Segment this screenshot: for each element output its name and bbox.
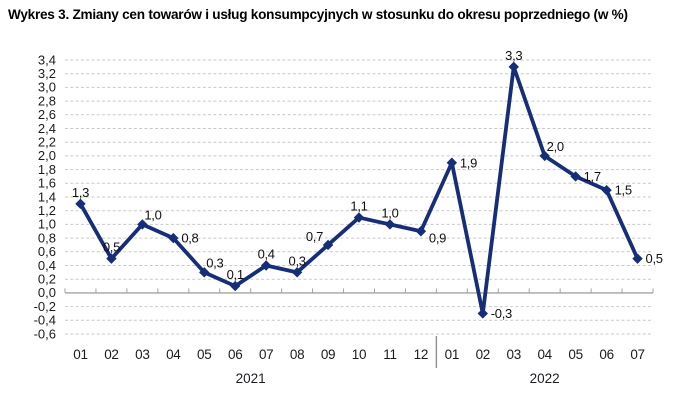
x-tick-label: 10 <box>352 347 366 362</box>
x-tick-label: 04 <box>537 347 552 362</box>
x-tick-label: 06 <box>599 347 613 362</box>
data-point-marker <box>75 198 86 210</box>
y-tick-label: 2,6 <box>38 107 56 122</box>
y-tick-label: 2,4 <box>38 121 56 136</box>
data-point-label: 0,7 <box>306 229 323 244</box>
data-point-marker <box>384 219 396 230</box>
data-point-label: 0,8 <box>181 231 198 246</box>
x-tick-label: 01 <box>73 347 87 362</box>
x-tick-label: 07 <box>630 347 644 362</box>
y-tick-label: 2,2 <box>38 135 56 150</box>
data-point-label: 0,4 <box>258 247 275 262</box>
y-tick-label: 0,4 <box>38 258 56 273</box>
data-point-marker <box>601 184 612 196</box>
x-tick-label: 09 <box>321 347 335 362</box>
y-tick-label: 2,8 <box>38 93 56 108</box>
data-point-marker <box>353 212 365 223</box>
x-tick-label: 02 <box>104 347 118 362</box>
year-label: 2021 <box>236 371 266 386</box>
x-tick-label: 02 <box>476 347 490 362</box>
data-point-marker <box>106 253 117 264</box>
y-tick-label: -0,2 <box>34 299 56 314</box>
y-tick-label: 0,6 <box>38 244 56 259</box>
x-tick-label: 03 <box>135 347 149 362</box>
series-line <box>78 64 640 316</box>
data-point-label: 1,0 <box>144 207 161 222</box>
data-point-marker <box>570 171 581 182</box>
data-point-marker <box>199 267 210 278</box>
y-tick-label: 3,0 <box>38 80 56 95</box>
data-point-label: 1,1 <box>350 199 367 214</box>
data-point-label: 3,3 <box>505 48 522 63</box>
data-point-marker <box>137 219 148 230</box>
x-tick-label: 12 <box>414 347 428 362</box>
x-tick-label: 05 <box>568 347 582 362</box>
data-point-label: 0,5 <box>646 251 663 266</box>
y-tick-label: 1,0 <box>38 217 56 232</box>
data-point-marker <box>260 260 272 271</box>
data-point-marker <box>230 280 241 292</box>
y-tick-label: 1,2 <box>38 203 56 218</box>
x-tick-label: 04 <box>166 347 181 362</box>
x-tick-label: 07 <box>259 347 273 362</box>
data-point-label: 0,1 <box>227 267 244 282</box>
data-point-label: 0,3 <box>289 253 306 268</box>
y-tick-label: 1,4 <box>38 189 56 204</box>
y-tick-label: 3,4 <box>38 52 56 67</box>
data-point-marker <box>539 150 550 162</box>
y-tick-label: 0,8 <box>38 230 56 245</box>
x-tick-label: 05 <box>197 347 211 362</box>
data-point-label: 1,9 <box>460 155 477 170</box>
y-tick-label: -0,4 <box>34 313 56 328</box>
y-tick-label: 1,8 <box>38 162 56 177</box>
y-tick-label: 3,2 <box>38 66 56 81</box>
data-point-marker <box>446 157 458 168</box>
data-point-label: 0,9 <box>429 230 446 245</box>
x-tick-label: 08 <box>290 347 304 362</box>
data-point-marker <box>632 253 643 264</box>
y-tick-label: 0,2 <box>38 272 56 287</box>
y-tick-label: 0,0 <box>38 285 56 300</box>
data-point-marker <box>168 232 179 244</box>
data-point-label: 1,7 <box>584 169 601 184</box>
data-point-label: 1,3 <box>72 185 89 200</box>
data-point-label: 2,0 <box>547 139 564 154</box>
y-tick-label: 1,6 <box>38 176 56 191</box>
data-point-marker <box>508 61 519 73</box>
data-point-marker <box>415 226 427 237</box>
x-tick-label: 01 <box>445 347 459 362</box>
data-point-marker <box>322 239 334 251</box>
data-point-marker <box>477 308 488 319</box>
data-point-label: -0,3 <box>491 306 512 321</box>
data-point-label: 1,5 <box>615 183 632 198</box>
x-tick-label: 11 <box>383 347 396 362</box>
data-point-label: 1,0 <box>381 205 398 220</box>
y-tick-label: -0,6 <box>34 326 56 341</box>
chart-title: Wykres 3. Zmiany cen towarów i usług kon… <box>8 7 628 22</box>
x-tick-label: 06 <box>228 347 242 362</box>
year-label: 2022 <box>530 371 560 386</box>
y-tick-label: 2,0 <box>38 148 56 163</box>
data-point-marker <box>291 267 303 278</box>
data-point-label: 0,3 <box>206 255 223 270</box>
x-tick-label: 03 <box>507 347 521 362</box>
data-point-label: 0,5 <box>103 240 120 255</box>
